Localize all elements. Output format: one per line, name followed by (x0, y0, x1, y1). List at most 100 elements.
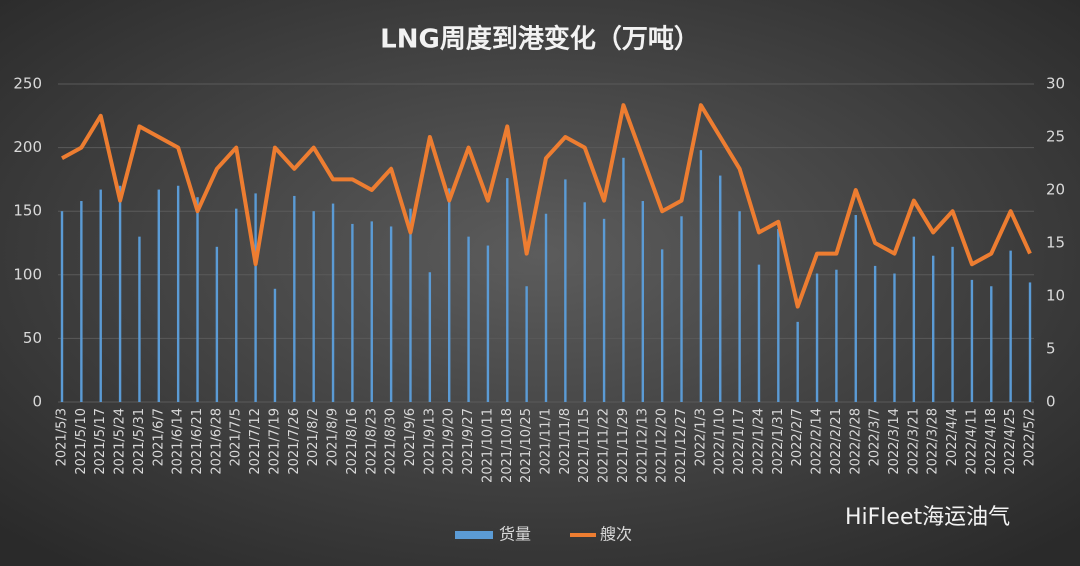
bar (602, 218, 606, 402)
x-tick-label: 2021/8/23 (364, 408, 379, 475)
x-tick-label: 2022/1/17 (732, 408, 747, 475)
bar (622, 157, 625, 402)
bar (564, 179, 567, 402)
x-tick-label: 2022/1/3 (693, 408, 708, 466)
line (61, 103, 1032, 309)
x-tick-label: 2021/7/26 (287, 408, 302, 475)
bar (215, 246, 219, 402)
bar (970, 279, 974, 402)
bar (544, 213, 548, 402)
x-tick-label: 2021/6/21 (190, 408, 205, 475)
y2-tick-label: 15 (1046, 234, 1065, 252)
y-tick-label: 250 (13, 75, 42, 93)
bar (273, 288, 277, 402)
bar (118, 185, 122, 402)
x-tick-label: 2021/5/17 (93, 408, 108, 475)
bar (873, 265, 877, 402)
bar (912, 236, 916, 402)
x-tick-label: 2021/11/1 (539, 408, 554, 475)
bar (660, 249, 664, 402)
x-tick-label: 2021/5/10 (74, 408, 89, 475)
bar (680, 216, 683, 402)
bar (854, 215, 857, 402)
x-tick-label: 2021/12/27 (674, 408, 689, 483)
x-tick-label: 2022/2/7 (790, 408, 805, 466)
x-tick-label: 2022/4/11 (964, 408, 979, 475)
x-tick-label: 2021/11/29 (616, 408, 631, 483)
bar (254, 193, 257, 402)
y-tick-label: 50 (23, 329, 42, 347)
y-tick-label: 0 (32, 393, 42, 411)
bar (176, 185, 180, 402)
x-tick-label: 2021/12/13 (635, 408, 650, 483)
bar (428, 272, 432, 402)
y2-tick-label: 25 (1046, 128, 1065, 146)
x-tick-label: 2021/8/2 (306, 408, 321, 466)
bar (157, 189, 160, 402)
x-tick-label: 2021/7/5 (229, 408, 244, 466)
x-tick-label: 2022/4/4 (945, 408, 960, 466)
y-tick-label: 150 (13, 202, 42, 220)
x-tick-label: 2022/1/10 (713, 408, 728, 475)
x-tick-label: 2021/8/9 (326, 408, 341, 466)
x-tick-label: 2022/4/25 (1003, 408, 1018, 475)
x-tick-label: 2022/5/2 (1023, 408, 1038, 466)
x-tick-label: 2022/2/14 (810, 408, 825, 475)
x-tick-label: 2021/11/15 (577, 408, 592, 483)
bar (932, 255, 935, 402)
x-tick-label: 2021/8/30 (384, 408, 399, 475)
x-tick-label: 2022/1/31 (771, 408, 786, 475)
bar (951, 246, 954, 402)
bar (506, 178, 509, 402)
bar (796, 321, 799, 402)
bar (448, 188, 451, 402)
bar (409, 208, 412, 402)
y2-tick-label: 20 (1046, 181, 1065, 199)
x-tick-label: 2021/9/27 (461, 408, 476, 475)
x-tick-label: 2021/7/19 (267, 408, 282, 475)
bar (331, 203, 335, 402)
x-tick-label: 2021/5/3 (55, 408, 70, 466)
legend-label: 货量 (499, 525, 531, 544)
x-tick-label: 2022/2/28 (848, 408, 863, 475)
y2-tick-label: 10 (1046, 287, 1065, 305)
x-tick-label: 2021/6/28 (209, 408, 224, 475)
bar (467, 236, 470, 402)
x-tick-label: 2021/10/18 (500, 408, 515, 483)
x-tick-label: 2021/7/12 (248, 408, 263, 475)
bar (719, 175, 722, 402)
bar (815, 273, 819, 402)
x-tick-label: 2021/10/25 (519, 408, 534, 483)
bar (738, 211, 741, 402)
y-tick-label: 100 (13, 265, 42, 283)
bar (486, 245, 490, 402)
bar (990, 286, 993, 402)
bar (1009, 250, 1012, 402)
x-tick-label: 2021/6/14 (171, 408, 186, 475)
x-tick-label: 2022/3/21 (906, 408, 921, 475)
bar (293, 195, 296, 402)
x-tick-label: 2021/12/20 (655, 408, 670, 483)
legend-label: 艘次 (600, 525, 632, 544)
x-tick-label: 2022/4/18 (984, 408, 999, 475)
x-tick-label: 2021/9/20 (442, 408, 457, 475)
bar (370, 221, 373, 402)
x-tick-label: 2022/1/24 (751, 408, 766, 475)
bar (312, 211, 315, 402)
bar (893, 273, 896, 402)
bar (777, 229, 780, 402)
x-tick-label: 2021/11/8 (558, 408, 573, 475)
bar (525, 286, 528, 402)
x-tick-label: 2022/2/21 (829, 408, 844, 475)
bar (138, 236, 141, 402)
y2-tick-label: 0 (1046, 393, 1056, 411)
bar (196, 197, 199, 402)
x-tick-label: 2022/3/7 (868, 408, 883, 466)
bar (351, 223, 354, 402)
watermark: HiFleet海运油气 (845, 505, 1010, 530)
chart-title: LNG周度到港变化（万吨） (380, 24, 700, 55)
bar (389, 226, 393, 402)
bar (235, 208, 238, 402)
